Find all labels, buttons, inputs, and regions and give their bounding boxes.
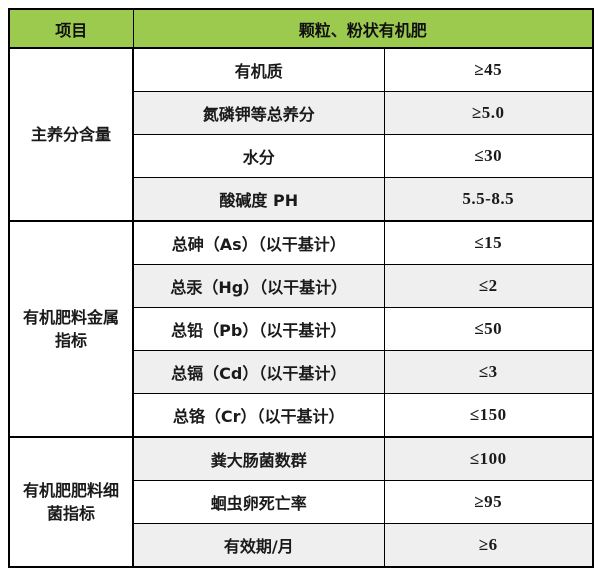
- table-row: 有机肥肥料细菌指标 粪大肠菌数群 ≤100: [8, 436, 594, 568]
- table-row: 总镉（Cd）（以干基计） ≤3: [9, 350, 594, 394]
- fertilizer-spec-table: 项目 颗粒、粉状有机肥 主养分含量 有机质 ≥45 氮磷钾等总养分 ≥5.0 水…: [8, 8, 595, 568]
- table-row: 水分 ≤30: [9, 134, 594, 178]
- param-cell: 有机质: [132, 47, 385, 92]
- value-cell: ≥95: [383, 480, 594, 524]
- section-label-metals: 有机肥料金属指标: [8, 220, 134, 438]
- param-cell: 总镉（Cd）（以干基计）: [132, 350, 385, 394]
- table-row: 氮磷钾等总养分 ≥5.0: [9, 91, 594, 135]
- value-cell: ≤30: [383, 134, 594, 178]
- header-cell-item: 项目: [8, 8, 134, 49]
- table-row: 主养分含量 有机质 ≥45: [8, 47, 594, 222]
- table-row: 总汞（Hg）（以干基计） ≤2: [9, 264, 594, 308]
- header-cell-category: 颗粒、粉状有机肥: [132, 8, 594, 49]
- param-cell: 水分: [132, 134, 385, 178]
- table-row: 酸碱度 PH 5.5-8.5: [9, 177, 594, 222]
- table-row: 总铬（Cr）（以干基计） ≤150: [9, 393, 594, 438]
- header-row: 项目 颗粒、粉状有机肥: [8, 8, 594, 49]
- value-cell: ≤150: [383, 393, 594, 438]
- section-label-nutrients: 主养分含量: [8, 47, 134, 222]
- param-cell: 总汞（Hg）（以干基计）: [132, 264, 385, 308]
- value-cell: ≥45: [383, 47, 594, 92]
- section-label-bacteria: 有机肥肥料细菌指标: [8, 436, 134, 568]
- value-cell: ≥5.0: [383, 91, 594, 135]
- fertilizer-spec-table-container: 项目 颗粒、粉状有机肥 主养分含量 有机质 ≥45 氮磷钾等总养分 ≥5.0 水…: [8, 8, 595, 568]
- param-cell: 总铅（Pb）（以干基计）: [132, 307, 385, 351]
- param-cell: 有效期/月: [132, 523, 385, 568]
- value-cell: ≥6: [383, 523, 594, 568]
- param-cell: 总铬（Cr）（以干基计）: [132, 393, 385, 438]
- param-cell: 蛔虫卵死亡率: [132, 480, 385, 524]
- param-cell: 酸碱度 PH: [132, 177, 385, 222]
- param-cell: 氮磷钾等总养分: [132, 91, 385, 135]
- value-cell: ≤50: [383, 307, 594, 351]
- value-cell: ≤100: [383, 436, 594, 481]
- param-cell: 总砷（As）（以干基计）: [132, 220, 385, 265]
- param-cell: 粪大肠菌数群: [132, 436, 385, 481]
- value-cell: ≤2: [383, 264, 594, 308]
- value-cell: 5.5-8.5: [383, 177, 594, 222]
- table-row: 蛔虫卵死亡率 ≥95: [9, 480, 594, 524]
- table-row: 总铅（Pb）（以干基计） ≤50: [9, 307, 594, 351]
- value-cell: ≤15: [383, 220, 594, 265]
- table-row: 有效期/月 ≥6: [9, 523, 594, 568]
- table-row: 有机肥料金属指标 总砷（As）（以干基计） ≤15: [8, 220, 594, 438]
- value-cell: ≤3: [383, 350, 594, 394]
